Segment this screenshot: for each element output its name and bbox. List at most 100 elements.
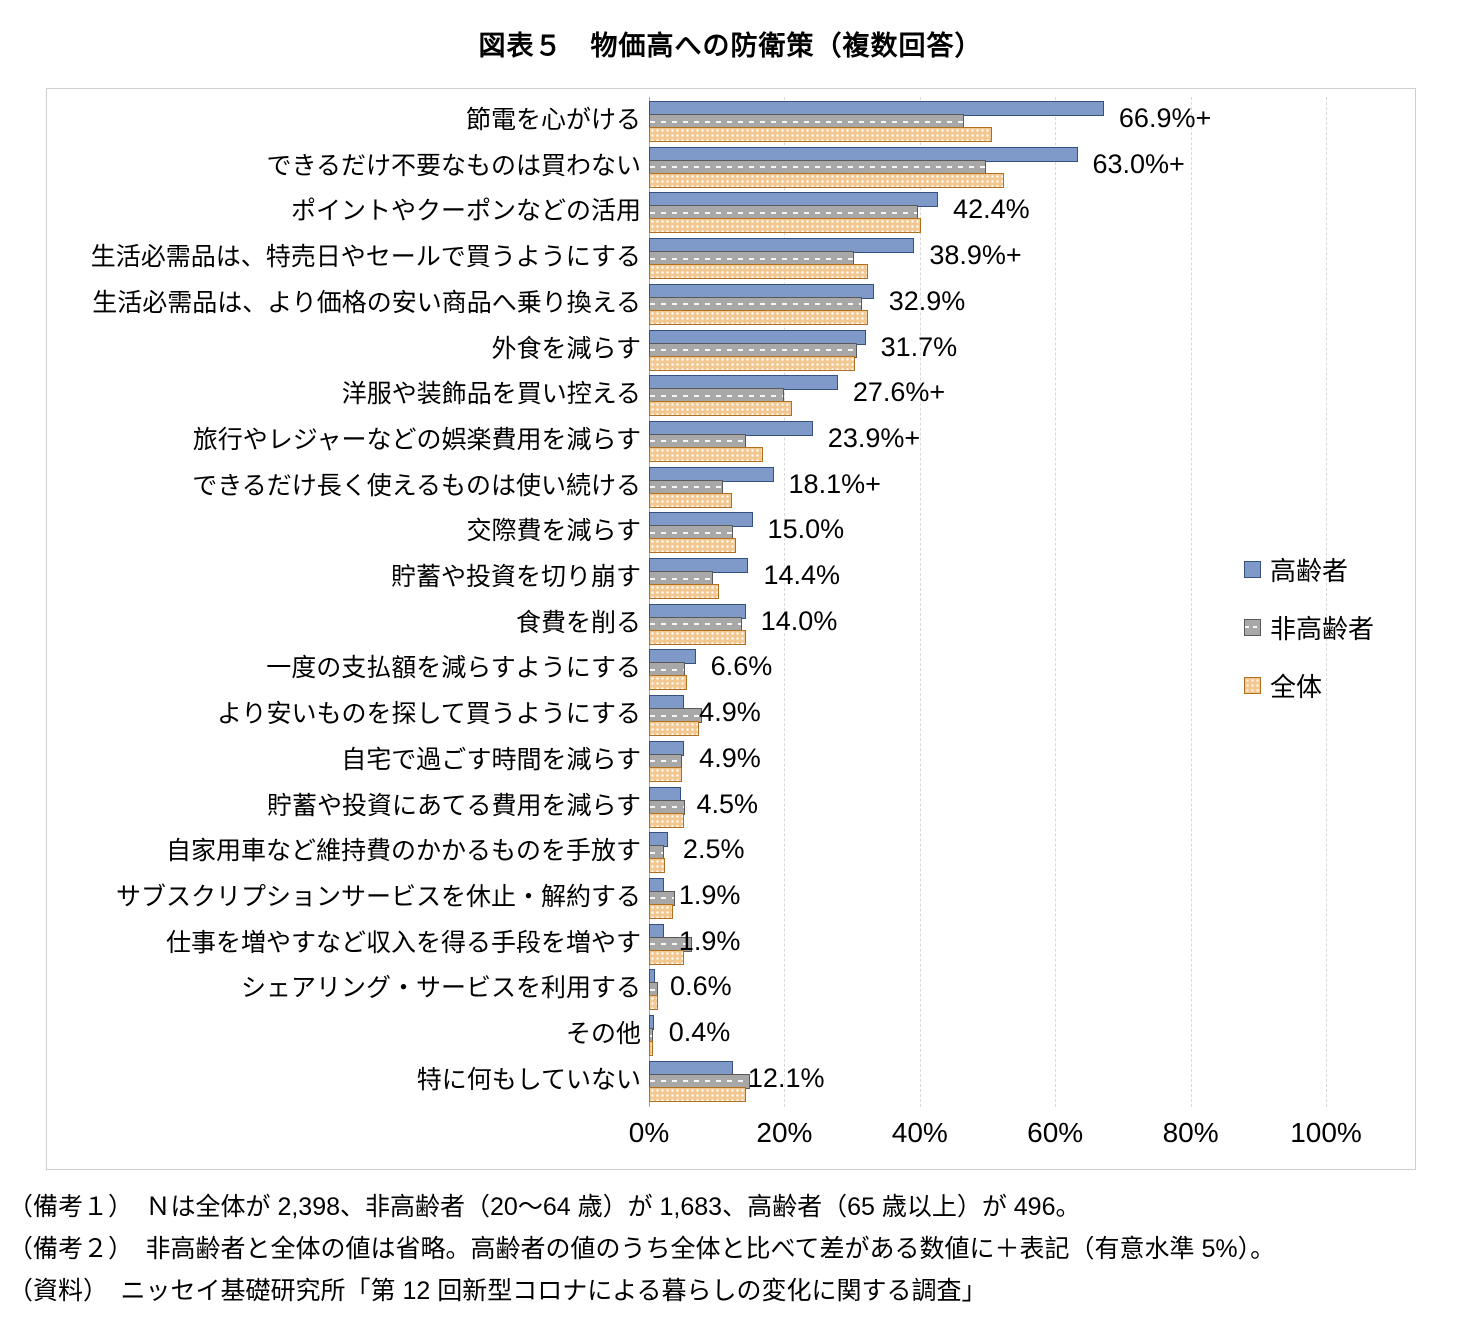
bar-non-elderly	[649, 616, 743, 632]
chart-row: その他 0.4%	[47, 1015, 1415, 1061]
category-label: ポイントやクーポンなどの活用	[290, 197, 641, 226]
chart-row: できるだけ不要なものは買わない 63.0%+	[47, 146, 1415, 193]
legend-marker-elderly	[1244, 560, 1261, 578]
value-label: 4.5%	[696, 788, 758, 819]
legend-label-total: 全体	[1270, 671, 1323, 702]
value-label: 42.4%	[953, 194, 1030, 225]
chart-row: 一度の支払額を減らすようにする 6.6%	[47, 649, 1415, 695]
value-label: 4.9%	[699, 697, 761, 728]
bar-non-elderly	[649, 296, 863, 312]
gridline	[1055, 97, 1057, 1107]
bar-total	[649, 492, 732, 508]
category-label: 自家用車など維持費のかかるものを手放す	[165, 837, 641, 866]
bar-total	[649, 446, 763, 462]
category-label: 旅行やレジャーなどの娯楽費用を減らす	[192, 425, 641, 454]
value-label: 4.9%	[699, 742, 761, 773]
chart-row: 貯蓄や投資を切り崩す 14.4%	[47, 558, 1415, 604]
value-label: 63.0%+	[1092, 148, 1185, 179]
bar-non-elderly	[649, 342, 857, 358]
bar-total	[649, 127, 992, 142]
chart-title: 図表５ 物価高への防衛策（複数回答）	[478, 31, 983, 61]
bar-total	[649, 309, 869, 325]
value-label: 6.6%	[710, 651, 773, 682]
bar-total	[649, 812, 685, 828]
bar-non-elderly	[649, 753, 683, 769]
bar-non-elderly	[649, 1073, 750, 1089]
bar-non-elderly	[649, 159, 987, 175]
gridline	[919, 97, 921, 1107]
note-1: （備考１） Ｎは全体が 2,398、非高齢者（20～64 歳）が 1,683、高…	[8, 1193, 1081, 1221]
category-label: できるだけ不要なものは買わない	[266, 151, 641, 180]
value-label: 23.9%+	[827, 422, 921, 453]
chart-row: ポイントやクーポンなどの活用 42.4%	[47, 192, 1415, 238]
chart-row: より安いものを探して買うようにする 4.9%	[47, 695, 1415, 741]
bar-total	[649, 172, 1005, 188]
value-label: 18.1%+	[788, 468, 881, 499]
bar-non-elderly	[649, 662, 685, 678]
x-axis-tick: 20%	[756, 1117, 813, 1148]
category-label: その他	[565, 1020, 641, 1048]
category-label: 食費を削る	[515, 608, 641, 637]
x-axis-tick: 60%	[1027, 1117, 1084, 1148]
chart-row: 特に何もしていない 12.1%	[47, 1060, 1415, 1107]
value-label: 0.6%	[670, 971, 732, 1002]
x-axis-tick: 100%	[1290, 1117, 1362, 1148]
category-label: 生活必需品は、特売日やセールで買うようにする	[90, 243, 641, 272]
chart-row: 洋服や装飾品を買い控える 27.6%+	[47, 375, 1415, 421]
legend-item-total: 全体	[1244, 671, 1322, 702]
bar-total	[649, 1086, 746, 1102]
category-label: サブスクリプションサービスを休止・解約する	[115, 882, 641, 911]
y-axis-line	[649, 97, 650, 1107]
category-label: 節電を心がける	[465, 106, 641, 134]
notes: （備考１） Ｎは全体が 2,398、非高齢者（20～64 歳）が 1,683、高…	[8, 1186, 1448, 1312]
chart-row: 外食を減らす 31.7%	[47, 329, 1415, 376]
chart-row: 自宅で過ごす時間を減らす 4.9%	[47, 740, 1415, 787]
category-label: 貯蓄や投資を切り崩す	[390, 563, 641, 591]
x-axis-tick: 0%	[628, 1117, 670, 1148]
category-label: 洋服や装飾品を買い控える	[341, 380, 641, 409]
bar-non-elderly	[649, 799, 685, 815]
bar-total	[649, 584, 719, 599]
chart-row: サブスクリプションサービスを休止・解約する 1.9%	[47, 877, 1415, 924]
category-label: 交際費を減らす	[466, 517, 641, 546]
chart-row: 節電を心がける 66.9%+	[47, 101, 1415, 147]
category-label: シェアリング・サービスを利用する	[240, 974, 641, 1003]
gridline	[1326, 97, 1327, 1107]
note-2: （備考２） 非高齢者と全体の値は省略。高齢者の値のうち全体と比べて差がある数値に…	[8, 1235, 1276, 1263]
bar-total	[649, 675, 687, 691]
gridline	[784, 97, 786, 1107]
category-label: 自宅で過ごす時間を減らす	[341, 745, 641, 774]
category-label: 生活必需品は、より価格の安い商品へ乗り換える	[92, 288, 641, 317]
bar-total	[649, 355, 855, 371]
chart-row: 食費を削る 14.0%	[47, 603, 1415, 650]
bar-total	[649, 218, 922, 234]
bar-total	[649, 1041, 654, 1056]
legend-item-elderly: 高齢者	[1244, 555, 1348, 586]
value-label: 2.5%	[682, 834, 745, 865]
bar-total	[649, 264, 869, 280]
category-label: 仕事を増やすなど収入を得る手段を増やす	[165, 928, 641, 957]
category-label: 特に何もしていない	[416, 1065, 641, 1094]
gridline	[1190, 97, 1192, 1107]
bar-non-elderly	[649, 205, 918, 221]
bar-total	[649, 538, 737, 554]
category-label: 一度の支払額を減らすようにする	[266, 654, 641, 683]
bar-total	[649, 903, 673, 919]
legend-marker-non-elderly	[1244, 618, 1261, 636]
bar-total	[649, 858, 666, 874]
value-label: 27.6%+	[852, 377, 946, 408]
legend-label-non-elderly: 非高齢者	[1270, 613, 1375, 644]
bar-total	[649, 949, 685, 965]
value-label: 31.7%	[880, 331, 958, 362]
chart-row: 仕事を増やすなど収入を得る手段を増やす 1.9%	[47, 923, 1415, 970]
value-label: 14.4%	[763, 560, 841, 590]
bar-non-elderly	[649, 251, 855, 267]
note-source: （資料） ニッセイ基礎研究所「第 12 回新型コロナによる暮らしの変化に関する調…	[8, 1277, 987, 1305]
bar-non-elderly	[649, 479, 723, 495]
bar-total	[649, 766, 683, 782]
category-label: より安いものを探して買うようにする	[216, 700, 641, 729]
value-label: 14.0%	[760, 605, 838, 636]
bar-total	[649, 721, 700, 737]
category-label: できるだけ長く使えるものは使い続ける	[192, 471, 641, 500]
